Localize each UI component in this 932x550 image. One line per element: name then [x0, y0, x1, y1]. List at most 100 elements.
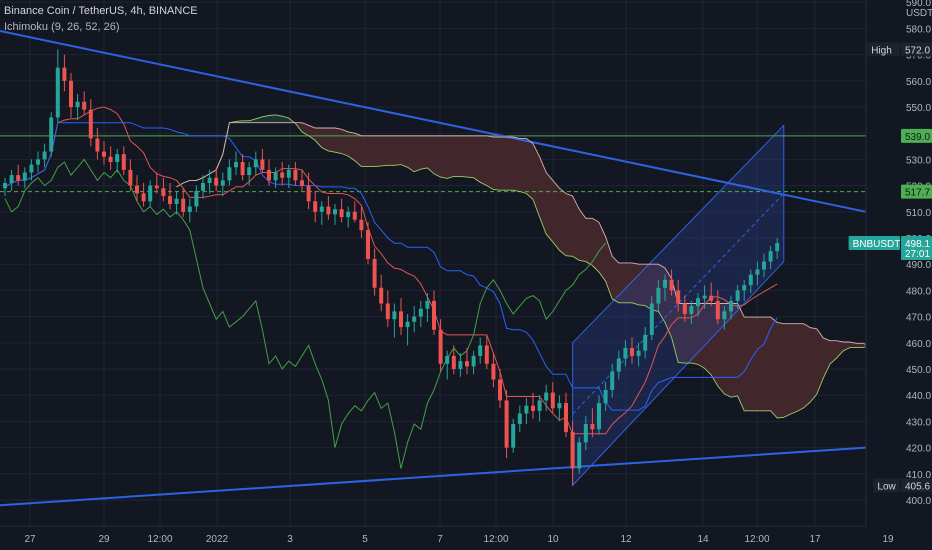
candle-body — [240, 162, 245, 176]
candle-body — [418, 308, 423, 317]
candle-body — [564, 403, 568, 432]
candle-body — [451, 355, 456, 369]
ichimoku-lines — [4, 106, 870, 469]
cloud-bullish — [176, 114, 289, 187]
price-tag-value: 572.0 — [905, 45, 930, 56]
time-tick-label: 12:00 — [147, 534, 172, 545]
price-tick-label: 530.0 — [906, 155, 931, 166]
candle-body — [273, 172, 278, 181]
price-tag-high: 572.0 High — [867, 42, 932, 57]
price-tick-label: 580.0 — [906, 24, 931, 35]
candle-body — [722, 311, 727, 320]
candle-body — [583, 424, 588, 443]
candle-body — [630, 348, 634, 356]
candle-body — [62, 67, 67, 81]
candle-body — [201, 182, 205, 191]
candle-body — [656, 287, 661, 304]
candle-body — [29, 164, 34, 173]
price-tick-label: 480.0 — [906, 286, 931, 297]
candle-body — [128, 169, 133, 186]
candle-body — [742, 285, 747, 291]
candle-body — [300, 180, 304, 186]
price-tag-value: 498.1 — [905, 239, 930, 250]
candle-body — [141, 193, 146, 202]
candle-body — [194, 190, 199, 207]
candle-body — [339, 209, 344, 218]
candle-body — [253, 159, 258, 168]
time-tick-label: 27 — [24, 534, 36, 545]
candle-body — [405, 321, 410, 328]
candle-body — [438, 329, 443, 364]
price-tag-bg — [901, 184, 932, 199]
candle-body — [359, 219, 364, 231]
candle-body — [768, 251, 773, 262]
trendlines[interactable] — [0, 30, 867, 507]
candle-body — [36, 159, 40, 165]
time-tick-label: 10 — [547, 534, 559, 545]
time-tick-label: 12 — [620, 534, 632, 545]
price-tag-bg — [901, 128, 932, 143]
candle-body — [663, 279, 667, 288]
candle-body — [537, 400, 542, 411]
price-tick-label: 460.0 — [906, 339, 931, 350]
candle-body — [610, 371, 615, 390]
time-tick-label: 7 — [437, 534, 443, 545]
price-tags: 572.0 High 539.0 517.7 498.127:01 BNBUSDT 405.… — [848, 42, 932, 493]
price-tick-label: 470.0 — [906, 313, 931, 324]
candle-body — [597, 403, 601, 430]
candle-body — [775, 242, 780, 252]
chikou-span — [4, 158, 606, 469]
currency-label: USDT — [906, 8, 932, 19]
candle-body — [696, 298, 700, 307]
trendline-2[interactable] — [0, 446, 867, 507]
candle-body — [531, 405, 535, 411]
time-axis[interactable]: 27 29 12:00 2022 3 5 7 12:00 10 12 14 12:00 17 19 — [0, 525, 894, 545]
candle-body — [313, 201, 318, 212]
candle-body — [121, 154, 126, 170]
candle-body — [636, 350, 641, 356]
candle-body — [762, 261, 766, 270]
price-tick-label: 400.0 — [906, 496, 931, 507]
candle-body — [286, 169, 291, 178]
price-axis[interactable]: 400.0 410.0 420.0 430.0 440.0 450.0 460.0 470.0… — [865, 0, 932, 550]
candle-body — [715, 300, 720, 320]
time-tick-label: 19 — [882, 534, 894, 545]
candle-body — [260, 159, 265, 170]
candle-body — [471, 355, 476, 367]
price-tick-label: 560.0 — [906, 77, 931, 88]
price-tag-517.7: 517.7 — [901, 184, 932, 199]
trendline-1[interactable] — [0, 30, 867, 213]
price-tag-value: 517.7 — [905, 188, 930, 199]
candle-body — [234, 162, 238, 168]
time-tick-label: 29 — [98, 534, 110, 545]
candle-body — [445, 355, 450, 364]
candle-body — [55, 67, 60, 118]
candle-body — [544, 392, 549, 401]
candle-body — [108, 156, 113, 163]
candle-body — [69, 80, 73, 107]
candle-body — [478, 345, 483, 356]
candle-body — [498, 379, 502, 401]
symbol-title: Binance Coin / TetherUS, 4h, BINANCE — [4, 5, 198, 17]
candle-body — [9, 175, 14, 183]
time-tick-label: 5 — [362, 534, 368, 545]
candle-body — [75, 101, 80, 107]
candle-body — [465, 361, 469, 367]
candle-body — [346, 211, 351, 218]
candle-body — [247, 167, 252, 176]
candle-body — [385, 303, 390, 320]
candle-body — [735, 290, 740, 301]
candle-body — [148, 185, 153, 202]
price-tag-bg — [901, 478, 932, 493]
time-tick-label: 3 — [287, 534, 293, 545]
indicator-label[interactable]: Ichimoku (9, 26, 52, 26) — [4, 21, 120, 33]
candle-body — [227, 167, 232, 181]
price-tag-low: 405.6 Low — [873, 478, 932, 493]
senkou-span-b — [176, 122, 870, 347]
candle-body — [643, 334, 648, 351]
candle-body — [755, 269, 760, 275]
candle-body — [603, 389, 608, 404]
candle-body — [379, 287, 384, 304]
time-tick-label: 2022 — [206, 534, 229, 545]
